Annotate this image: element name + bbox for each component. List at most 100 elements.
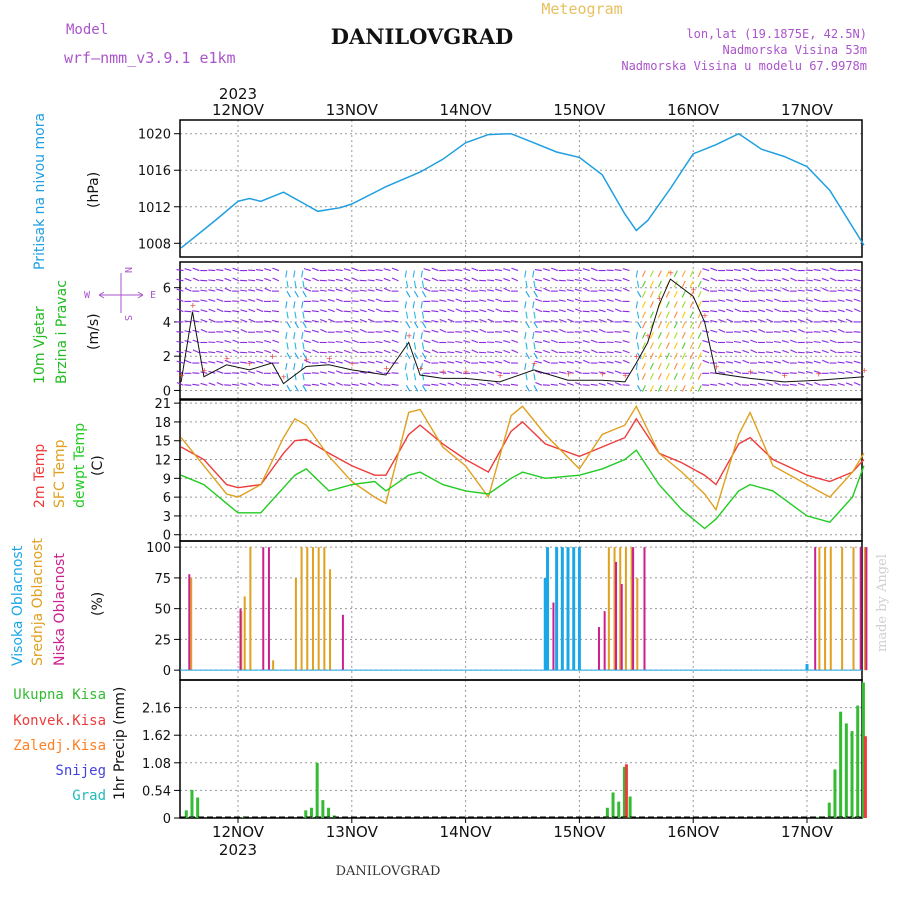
wind-arrow: [471, 277, 479, 282]
wind-arrow: [665, 301, 670, 308]
wind-arrow: [391, 329, 399, 333]
wind-arrow: [463, 287, 471, 292]
wind-arrow: [367, 382, 375, 386]
wind-arrow: [636, 342, 640, 350]
wind-arrow: [232, 383, 240, 386]
wind-arrow: [383, 359, 391, 364]
wind-arrow: [533, 342, 536, 350]
wind-arrow: [232, 267, 240, 272]
wind-arrow: [311, 319, 319, 323]
wind-arrow: [256, 288, 264, 292]
wind-arrow: [495, 360, 503, 364]
wind-arrow: [248, 289, 256, 292]
wind-arrow: [351, 267, 359, 272]
wind-arrow: [657, 362, 662, 370]
wind-arrow: [240, 371, 248, 374]
wind-arrow: [487, 318, 495, 323]
wind-arrow: [689, 270, 694, 278]
cloud-tick-label: 75: [154, 572, 171, 587]
wind-arrow: [558, 361, 566, 364]
wind-arrow: [582, 340, 590, 344]
wind-arrow: [765, 298, 774, 302]
wind-arrow: [327, 382, 335, 386]
wind-arrow: [455, 370, 463, 374]
wind-arrow: [479, 328, 487, 333]
lonlat-label: lon,lat (19.1875E, 42.5N): [686, 27, 867, 41]
wind-arrow: [566, 370, 574, 374]
wind-arrow: [431, 383, 439, 386]
wind-arrow: [649, 385, 654, 392]
wind-arrow: [797, 361, 805, 364]
wind-arrow: [622, 268, 630, 272]
wind-arrow: [750, 339, 758, 344]
precip-total-bar: [839, 711, 843, 818]
precip-legend-item: Snijeg: [55, 763, 106, 779]
wind-panel: 0 2 4 6 + + + + + + + + + + + + + + + + + + + + + + + + + + + + + + +: [163, 261, 868, 400]
wind-arrow: [533, 290, 538, 298]
wind-arrow: [431, 339, 439, 344]
wind-arrow: [702, 277, 710, 282]
cloud-low-bar: [632, 547, 635, 671]
wind-arrow: [614, 370, 622, 374]
wind-arrow: [286, 373, 289, 381]
wind-gust-marker: +: [201, 366, 208, 375]
wind-arrow: [301, 301, 304, 309]
wind-arrow: [294, 311, 297, 319]
precip-total-bar: [315, 762, 319, 818]
wind-gust-marker: +: [463, 368, 470, 377]
wind-arrow: [665, 385, 670, 392]
wind-arrow: [782, 287, 790, 292]
wind-arrow: [405, 352, 411, 360]
wind-arrow: [232, 329, 240, 333]
wind-arrow: [312, 277, 320, 282]
wind-arrow: [845, 382, 853, 386]
wind-arrow: [697, 352, 702, 360]
wind-arrow: [590, 310, 598, 313]
wind-arrow: [525, 321, 530, 329]
wind-gust-marker: +: [667, 268, 674, 277]
wind-arrow: [542, 320, 550, 323]
wind-arrow: [582, 268, 590, 272]
wind-arrow: [351, 383, 359, 386]
wind-arrow: [423, 349, 431, 354]
wind-arrow: [391, 267, 399, 272]
wind-arrow: [798, 328, 805, 333]
wind-arrow: [649, 321, 654, 329]
wind-arrow: [665, 290, 670, 298]
wind-arrow: [455, 350, 463, 354]
wind-arrow: [525, 342, 528, 350]
wind-arrow: [641, 385, 646, 392]
pressure-tick-label: 1016: [138, 164, 171, 179]
wind-arrow: [328, 318, 335, 323]
wind-arrow: [471, 310, 479, 313]
cloud-mid-bar: [852, 547, 855, 671]
wind-arrow: [383, 277, 391, 282]
day-label-bottom: 13NOV: [326, 823, 379, 841]
wind-gust-marker: +: [713, 362, 720, 371]
wind-arrow: [447, 318, 455, 323]
wind-arrow: [566, 351, 574, 354]
wind-arrow: [216, 308, 224, 313]
wind-arrow: [673, 270, 678, 278]
wind-arrow: [304, 349, 312, 354]
wind-arrow: [200, 382, 208, 386]
wind-arrow: [412, 301, 415, 309]
wind-arrow: [774, 381, 782, 386]
wind-arrow: [439, 382, 447, 386]
wind-arrow: [335, 360, 343, 364]
wind-arrow: [535, 381, 543, 386]
cloud-mid-bar: [249, 547, 252, 671]
wind-arrow: [502, 320, 511, 323]
precip-total-bar: [861, 682, 865, 818]
wind-arrow: [216, 381, 224, 386]
wind-arrow: [413, 342, 417, 350]
cloud-tick-label: 25: [154, 633, 171, 648]
wind-arrow: [829, 349, 837, 354]
wind-arrow: [479, 382, 487, 386]
wind-arrow: [439, 319, 447, 323]
wind-arrow: [495, 381, 503, 386]
precip-total-bar: [611, 792, 615, 818]
wind-arrow: [224, 340, 232, 344]
wind-arrow: [319, 299, 327, 302]
